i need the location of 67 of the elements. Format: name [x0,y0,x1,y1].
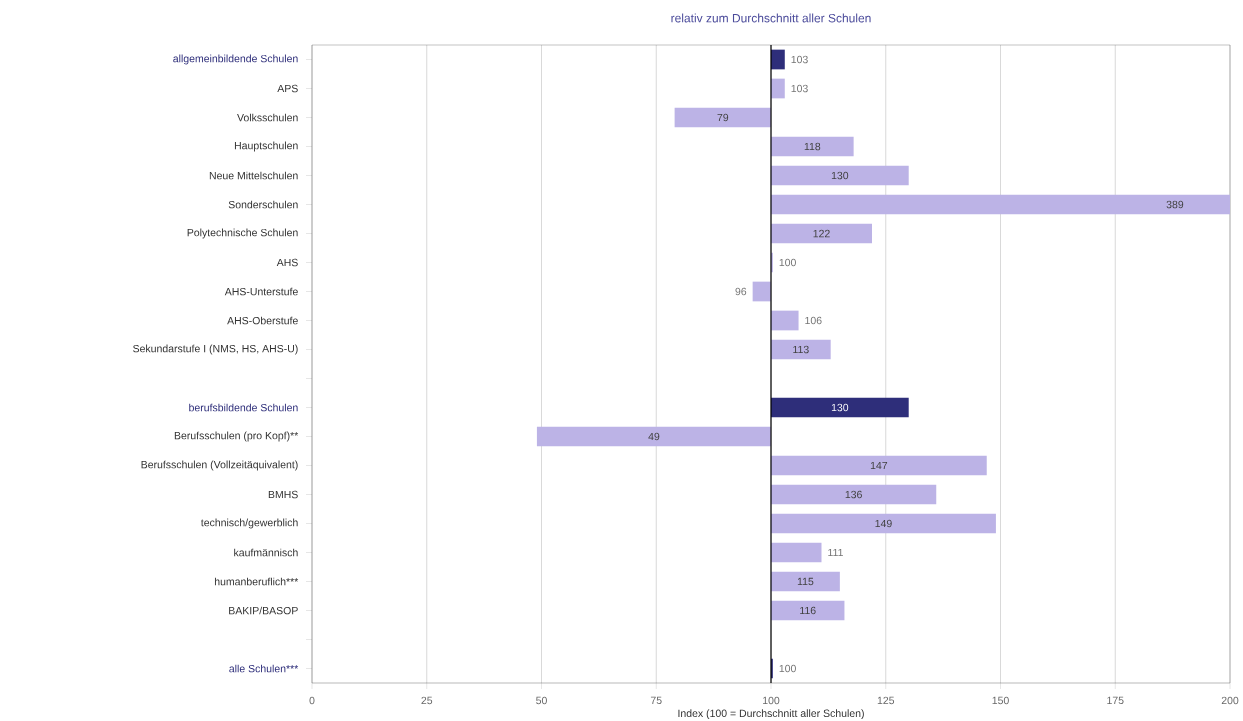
bar [771,223,872,244]
x-tick-label: 100 [763,696,780,705]
bar [771,339,831,360]
y-tick-label: Hauptschulen [234,141,298,152]
y-tick-label: allgemeinbildende Schulen [173,54,298,65]
bar [536,426,772,447]
x-tick-label: 150 [992,696,1009,705]
y-tick-label: alle Schulen*** [229,664,299,673]
data-label: 147 [870,461,888,470]
y-tick-label: technisch/gewerblich [200,518,298,529]
x-tick-label: 50 [536,696,547,705]
y-tick-label: BAKIP/BASOP [229,606,298,615]
y-tick-label: BMHS [268,490,298,499]
data-label: 100 [779,258,796,267]
data-label: 115 [797,577,814,586]
data-label: 389 [1166,200,1184,209]
y-tick-label: AHS-Unterstufe [224,287,298,296]
bar [771,49,785,70]
y-tick-label: Polytechnische Schulen [187,228,298,239]
chart-title: relativ zum Durchschnitt aller Schulen [671,13,871,23]
data-label: 103 [791,84,808,93]
x-tick-label: 25 [421,696,433,705]
y-tick-label: Berufsschulen (Vollzeitäquivalent) [141,460,298,471]
data-label: 118 [804,142,821,151]
data-label: 149 [875,519,892,528]
bar [771,600,845,621]
data-label: 130 [831,171,849,180]
bar [771,165,909,186]
x-tick-label: 125 [877,696,895,705]
x-axis-title: Index (100 = Durchschnitt aller Schulen) [678,709,864,720]
bar [771,78,785,99]
data-label: 49 [648,432,660,441]
data-label: 130 [831,403,849,412]
x-tick-label: 200 [1221,696,1239,705]
y-tick-label: AHS [276,258,298,267]
y-tick-label: berufsbildende Schulen [189,403,298,412]
bar [771,542,822,563]
y-tick-label: Berufsschulen (pro Kopf)** [174,431,299,442]
data-label: 122 [813,229,830,238]
data-label: 79 [717,113,729,122]
bar [771,484,937,505]
bar [771,136,854,157]
data-label: 96 [735,287,747,296]
bar [771,513,996,534]
bar [771,397,909,418]
x-tick-label: 0 [309,696,315,705]
y-tick-label: AHS-Oberstufe [227,316,298,325]
bar [771,310,799,331]
y-tick-label: Sekundarstufe I (NMS, HS, AHS-U) [133,344,298,355]
y-tick-label: Volksschulen [237,113,298,122]
y-tick-label: humanberuflich*** [214,577,299,586]
x-tick-label: 75 [650,696,662,705]
data-label: 111 [828,548,843,557]
data-label: 106 [805,316,822,325]
data-label: 116 [800,606,816,615]
y-tick-label: kaufmännisch [234,548,298,557]
bar [771,455,987,476]
bar [674,107,772,128]
y-tick-label: APS [277,84,298,93]
data-label: 103 [791,55,808,64]
y-tick-label: Sonderschulen [228,200,298,209]
y-tick-label: Neue Mittelschulen [209,171,298,180]
data-label: 136 [845,490,862,499]
data-label: 113 [793,345,809,354]
bar [771,571,840,592]
data-label: 100 [779,664,796,673]
x-tick-label: 175 [1107,696,1124,705]
